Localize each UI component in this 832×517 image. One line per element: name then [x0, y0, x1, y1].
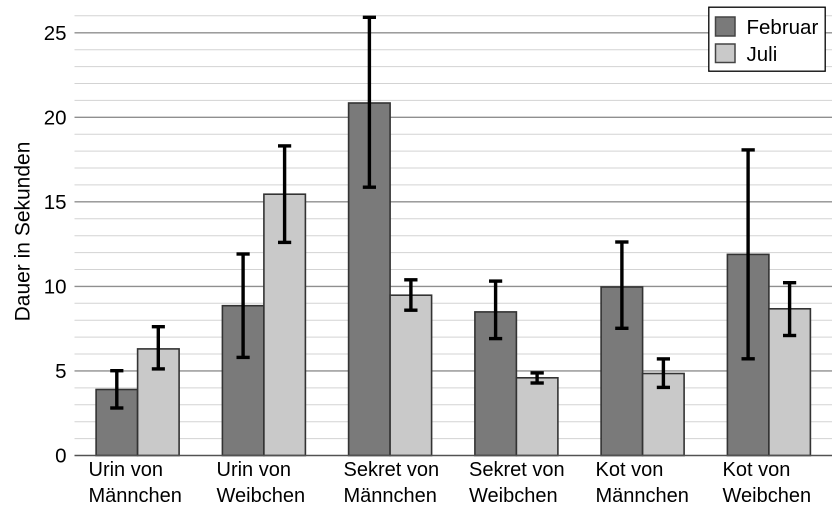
svg-text:Kot von: Kot von	[596, 459, 664, 481]
svg-text:Männchen: Männchen	[89, 485, 182, 507]
svg-text:20: 20	[44, 106, 67, 129]
svg-text:Weibchen: Weibchen	[723, 485, 812, 507]
svg-text:Weibchen: Weibchen	[217, 485, 306, 507]
svg-text:5: 5	[55, 360, 66, 383]
svg-text:Weibchen: Weibchen	[469, 485, 558, 507]
svg-text:Juli: Juli	[747, 43, 778, 66]
svg-text:25: 25	[44, 22, 67, 45]
svg-text:15: 15	[44, 191, 67, 214]
svg-text:Sekret von: Sekret von	[469, 459, 565, 481]
svg-text:Männchen: Männchen	[596, 485, 689, 507]
svg-text:Februar: Februar	[747, 16, 819, 39]
svg-text:Urin von: Urin von	[217, 459, 291, 481]
svg-text:Urin von: Urin von	[89, 459, 163, 481]
svg-text:0: 0	[55, 445, 66, 468]
svg-text:Dauer in Sekunden: Dauer in Sekunden	[11, 142, 34, 322]
svg-text:Männchen: Männchen	[344, 485, 437, 507]
svg-text:Sekret von: Sekret von	[344, 459, 440, 481]
svg-text:Kot von: Kot von	[723, 459, 791, 481]
svg-text:10: 10	[44, 276, 67, 299]
